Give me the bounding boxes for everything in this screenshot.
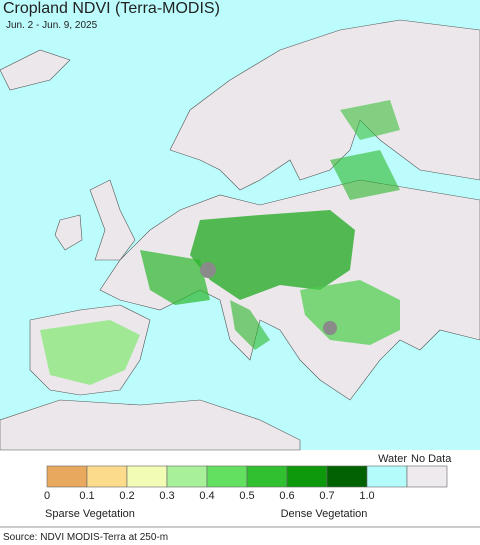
legend-label: Water (378, 453, 407, 465)
no-data-area (200, 262, 216, 278)
legend-label: Dense Vegetation (281, 508, 368, 520)
land (99, 179, 480, 401)
source: Source: NDVI MODIS-Terra at 250-m (3, 532, 168, 543)
legend-tick-label: 0.6 (279, 490, 294, 502)
map (0, 19, 480, 451)
legend-swatch (326, 465, 368, 488)
cropland (140, 250, 210, 305)
legend-tick-label: 0.3 (159, 490, 174, 502)
legend-swatch (46, 465, 88, 488)
cropland (330, 150, 400, 200)
legend-swatch (206, 465, 248, 488)
cropland (190, 210, 355, 300)
legend-swatch (126, 465, 168, 488)
legend-swatch (86, 465, 128, 488)
legend-tick-label: 0.5 (239, 490, 254, 502)
legend-swatch (366, 465, 408, 488)
legend-tick-label: 0.4 (199, 490, 214, 502)
cropland (40, 320, 140, 385)
legend-tick-label: 0.2 (119, 490, 134, 502)
title: Cropland NDVI (Terra-MODIS) (3, 0, 220, 17)
legend-tick-label: 0.7 (319, 490, 334, 502)
land (0, 49, 71, 91)
no-data-area (323, 321, 337, 335)
subtitle: Jun. 2 - Jun. 9, 2025 (6, 20, 98, 31)
legend-swatch (406, 465, 448, 488)
cropland (230, 300, 270, 350)
legend-swatch (166, 465, 208, 488)
legend-label: No Data (411, 453, 452, 465)
legend-swatch (246, 465, 288, 488)
land (54, 214, 83, 251)
land (0, 399, 301, 451)
land (89, 179, 136, 261)
legend: Water No Data Sparse Vegetation Dense Ve… (44, 453, 452, 520)
legend-swatch (286, 465, 328, 488)
legend-tick-label: 0 (44, 490, 50, 502)
legend-tick-label: 0.1 (79, 490, 94, 502)
legend-label: Sparse Vegetation (45, 508, 135, 520)
legend-tick-label: 1.0 (359, 490, 374, 502)
cropland (340, 100, 400, 140)
